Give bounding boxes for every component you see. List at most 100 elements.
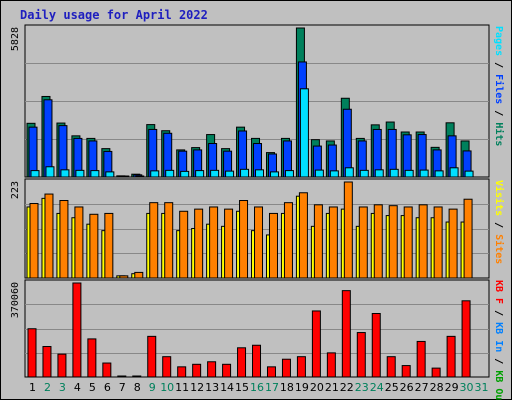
page-title: Daily usage for April 2022	[20, 8, 208, 22]
day-label-20: 20	[310, 381, 324, 394]
bar-pages-day-29	[449, 167, 459, 178]
bar-pages-day-28	[434, 170, 444, 178]
bar-kb-f-day-14	[222, 363, 232, 378]
bar-pages-day-12	[195, 170, 205, 178]
chart-panels	[24, 24, 490, 378]
bar-pages-day-22	[344, 167, 354, 178]
legend-bottom-part-0: KB F	[493, 280, 504, 304]
day-label-14: 14	[220, 381, 234, 394]
day-label-31: 31	[475, 381, 489, 394]
day-label-4: 4	[74, 381, 81, 394]
bar-kb-f-day-12	[192, 363, 202, 378]
legend-bottom-part-1: /	[493, 304, 504, 322]
bar-pages-day-7	[120, 175, 130, 178]
day-label-17: 17	[265, 381, 279, 394]
bar-kb-f-day-11	[177, 366, 187, 378]
bar-sites-day-15	[239, 200, 249, 279]
bar-sites-day-12	[194, 208, 204, 279]
bar-sites-day-19	[298, 192, 308, 279]
bar-kb-f-day-3	[57, 353, 67, 378]
bar-pages-day-24	[374, 169, 384, 178]
bar-pages-day-9	[150, 170, 160, 178]
bar-sites-day-27	[418, 204, 428, 279]
bar-sites-day-10	[164, 202, 174, 279]
bar-kb-f-day-5	[87, 338, 97, 378]
day-label-13: 13	[205, 381, 219, 394]
bar-kb-f-day-13	[207, 361, 217, 378]
bar-sites-day-3	[59, 200, 69, 279]
bar-sites-day-17	[268, 212, 278, 279]
bar-kb-f-day-4	[72, 282, 82, 378]
legend-bottom-part-3: /	[493, 352, 504, 370]
bar-pages-day-10	[165, 169, 175, 178]
bar-kb-f-day-29	[446, 335, 456, 378]
series-sites	[29, 181, 473, 279]
day-label-22: 22	[340, 381, 354, 394]
bar-sites-day-20	[313, 204, 323, 279]
bar-files-day-2	[43, 99, 53, 178]
bar-sites-day-28	[433, 206, 443, 279]
bar-pages-day-20	[314, 169, 324, 178]
bar-sites-day-2	[44, 193, 54, 279]
legend-requests: Pages / Files / Hits	[493, 26, 505, 146]
day-label-29: 29	[445, 381, 459, 394]
bar-files-day-22	[342, 108, 352, 178]
bar-pages-day-3	[60, 169, 70, 178]
legend-bottom-part-2: KB In	[493, 322, 504, 352]
bar-kb-f-day-18	[281, 358, 291, 378]
bar-pages-day-23	[359, 169, 369, 178]
bar-kb-f-day-9	[147, 335, 157, 378]
day-label-12: 12	[190, 381, 204, 394]
bar-kb-f-day-22	[341, 290, 351, 378]
bar-pages-day-2	[45, 166, 55, 178]
day-label-18: 18	[280, 381, 294, 394]
bar-pages-day-13	[210, 169, 220, 178]
day-label-9: 9	[149, 381, 156, 394]
bar-pages-day-5	[90, 170, 100, 178]
bar-sites-day-23	[358, 206, 368, 279]
bar-sites-day-16	[254, 206, 264, 279]
bar-sites-day-24	[373, 204, 383, 279]
bar-kb-f-day-2	[42, 346, 52, 378]
y-max-traffic: 370060	[10, 282, 21, 318]
bar-kb-f-day-25	[386, 356, 396, 378]
day-label-23: 23	[355, 381, 369, 394]
bar-kb-f-day-23	[356, 332, 366, 378]
bar-sites-day-18	[283, 202, 293, 279]
bar-kb-f-day-21	[326, 352, 336, 378]
day-label-27: 27	[415, 381, 429, 394]
y-max-visitors: 223	[10, 181, 21, 199]
day-label-6: 6	[104, 381, 111, 394]
day-label-30: 30	[460, 381, 474, 394]
legend-top-part-3: /	[493, 104, 504, 122]
legend-top-part-2: Files	[493, 74, 505, 104]
legend-middle-part-0: Visits	[493, 180, 505, 216]
bar-sites-day-29	[448, 208, 458, 279]
y-max-requests: 5828	[10, 27, 21, 51]
bar-sites-day-13	[209, 206, 219, 279]
bar-kb-f-day-30	[461, 300, 471, 378]
legend-top-part-0: Pages	[493, 26, 504, 56]
bar-kb-f-day-6	[102, 362, 112, 378]
day-label-16: 16	[250, 381, 264, 394]
bar-pages-day-30	[464, 170, 474, 178]
bar-sites-day-4	[74, 206, 84, 279]
bar-sites-day-9	[149, 202, 159, 279]
bar-sites-day-14	[224, 208, 234, 279]
bar-pages-day-8	[135, 175, 145, 178]
day-label-3: 3	[59, 381, 66, 394]
bar-pages-day-21	[329, 170, 339, 178]
bar-pages-day-27	[419, 169, 429, 178]
bar-kb-f-day-1	[27, 328, 37, 378]
legend-middle-part-2: Sites	[493, 234, 505, 264]
bar-sites-day-22	[343, 181, 353, 279]
day-label-15: 15	[235, 381, 249, 394]
bar-files-day-1	[28, 126, 38, 178]
day-label-7: 7	[119, 381, 126, 394]
day-label-8: 8	[134, 381, 141, 394]
legends: Pages / Files / Hits Visits / Sites KB F…	[493, 26, 505, 400]
bar-pages-day-26	[404, 169, 414, 178]
bar-sites-day-25	[388, 205, 398, 279]
bar-sites-day-21	[328, 206, 338, 279]
bar-sites-day-11	[179, 210, 189, 279]
